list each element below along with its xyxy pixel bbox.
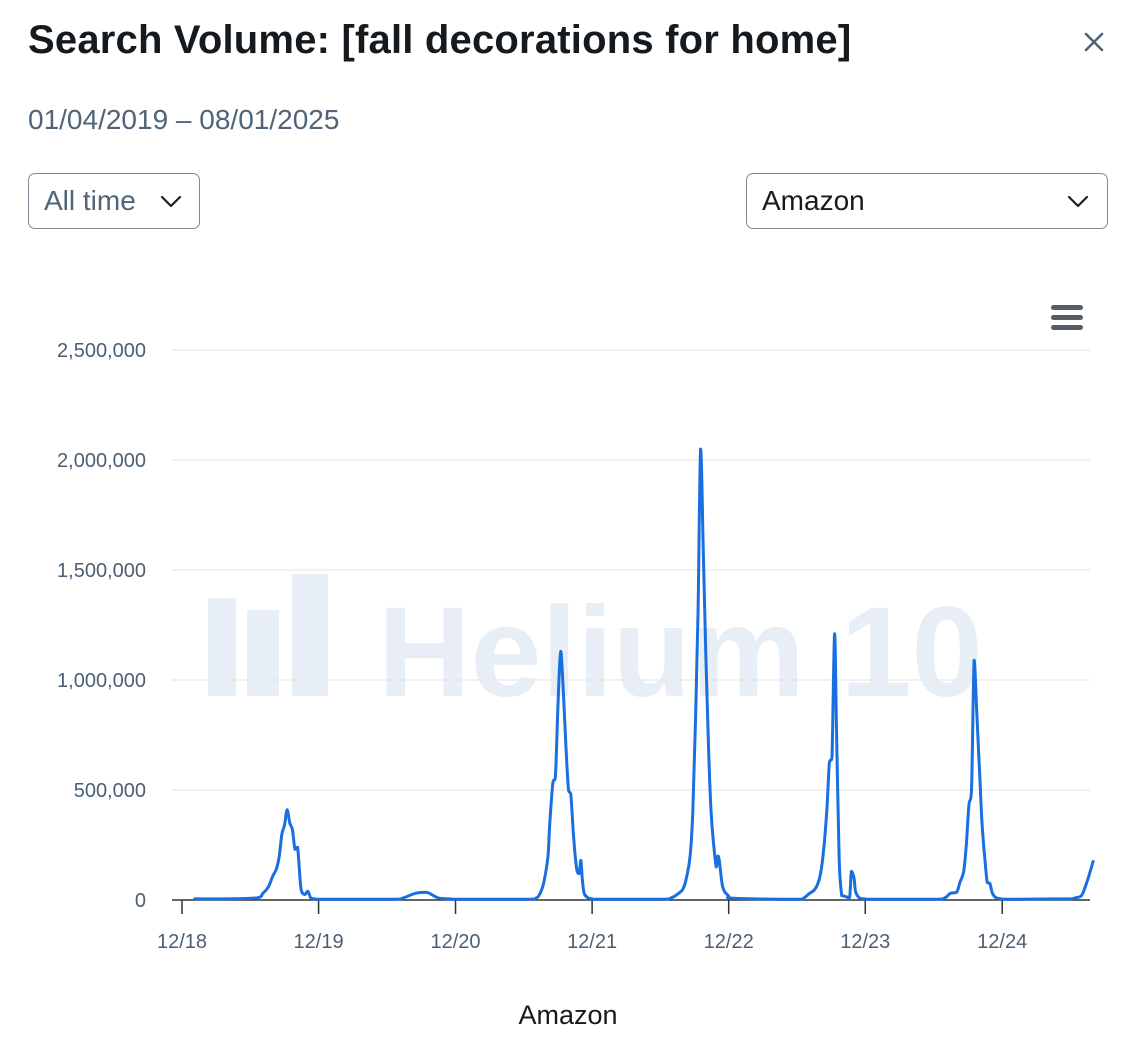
watermark-text: Helium 10: [378, 581, 983, 724]
watermark-logo-bar: [292, 574, 328, 696]
watermark-logo-bar: [208, 598, 236, 696]
y-axis-ticks: 0 500,000 1,000,000 1,500,000 2,000,000 2,500…: [57, 340, 146, 912]
y-tick-label: 1,500,000: [57, 560, 146, 582]
chevron-down-icon: [160, 195, 182, 208]
x-tick-label: 12/20: [430, 931, 480, 953]
page-title: Search Volume: [fall decorations for hom…: [28, 18, 852, 62]
marketplace-select-value: Amazon: [762, 185, 865, 216]
series-group: [193, 447, 1095, 901]
chevron-down-icon: [1067, 195, 1089, 208]
time-range-select[interactable]: All time: [28, 173, 200, 229]
date-range: 01/04/2019 – 08/01/2025: [28, 104, 340, 135]
x-tick-label: 12/19: [294, 931, 344, 953]
y-tick-label: 2,500,000: [57, 340, 146, 362]
time-range-select-value: All time: [44, 185, 136, 216]
close-icon[interactable]: [1078, 26, 1110, 58]
hamburger-menu-icon[interactable]: [1049, 303, 1085, 333]
x-tick-label: 12/24: [977, 931, 1027, 953]
x-axis: 12/18 12/19 12/20 12/21 12/22 12/23 12/24: [157, 899, 1090, 953]
y-tick-label: 0: [135, 890, 146, 912]
watermark-logo-bar: [247, 610, 279, 696]
x-tick-label: 12/22: [704, 931, 754, 953]
x-axis-title: Amazon: [518, 1000, 617, 1030]
y-tick-label: 2,000,000: [57, 450, 146, 472]
x-tick-label: 12/18: [157, 931, 207, 953]
x-tick-label: 12/21: [567, 931, 617, 953]
y-tick-label: 1,000,000: [57, 670, 146, 692]
grid-lines: [172, 349, 1090, 791]
y-tick-label: 500,000: [74, 780, 146, 802]
marketplace-select[interactable]: Amazon: [746, 173, 1108, 229]
x-tick-label: 12/23: [840, 931, 890, 953]
series-line-amazon: [193, 447, 1095, 901]
helium10-watermark: Helium 10: [208, 574, 983, 724]
